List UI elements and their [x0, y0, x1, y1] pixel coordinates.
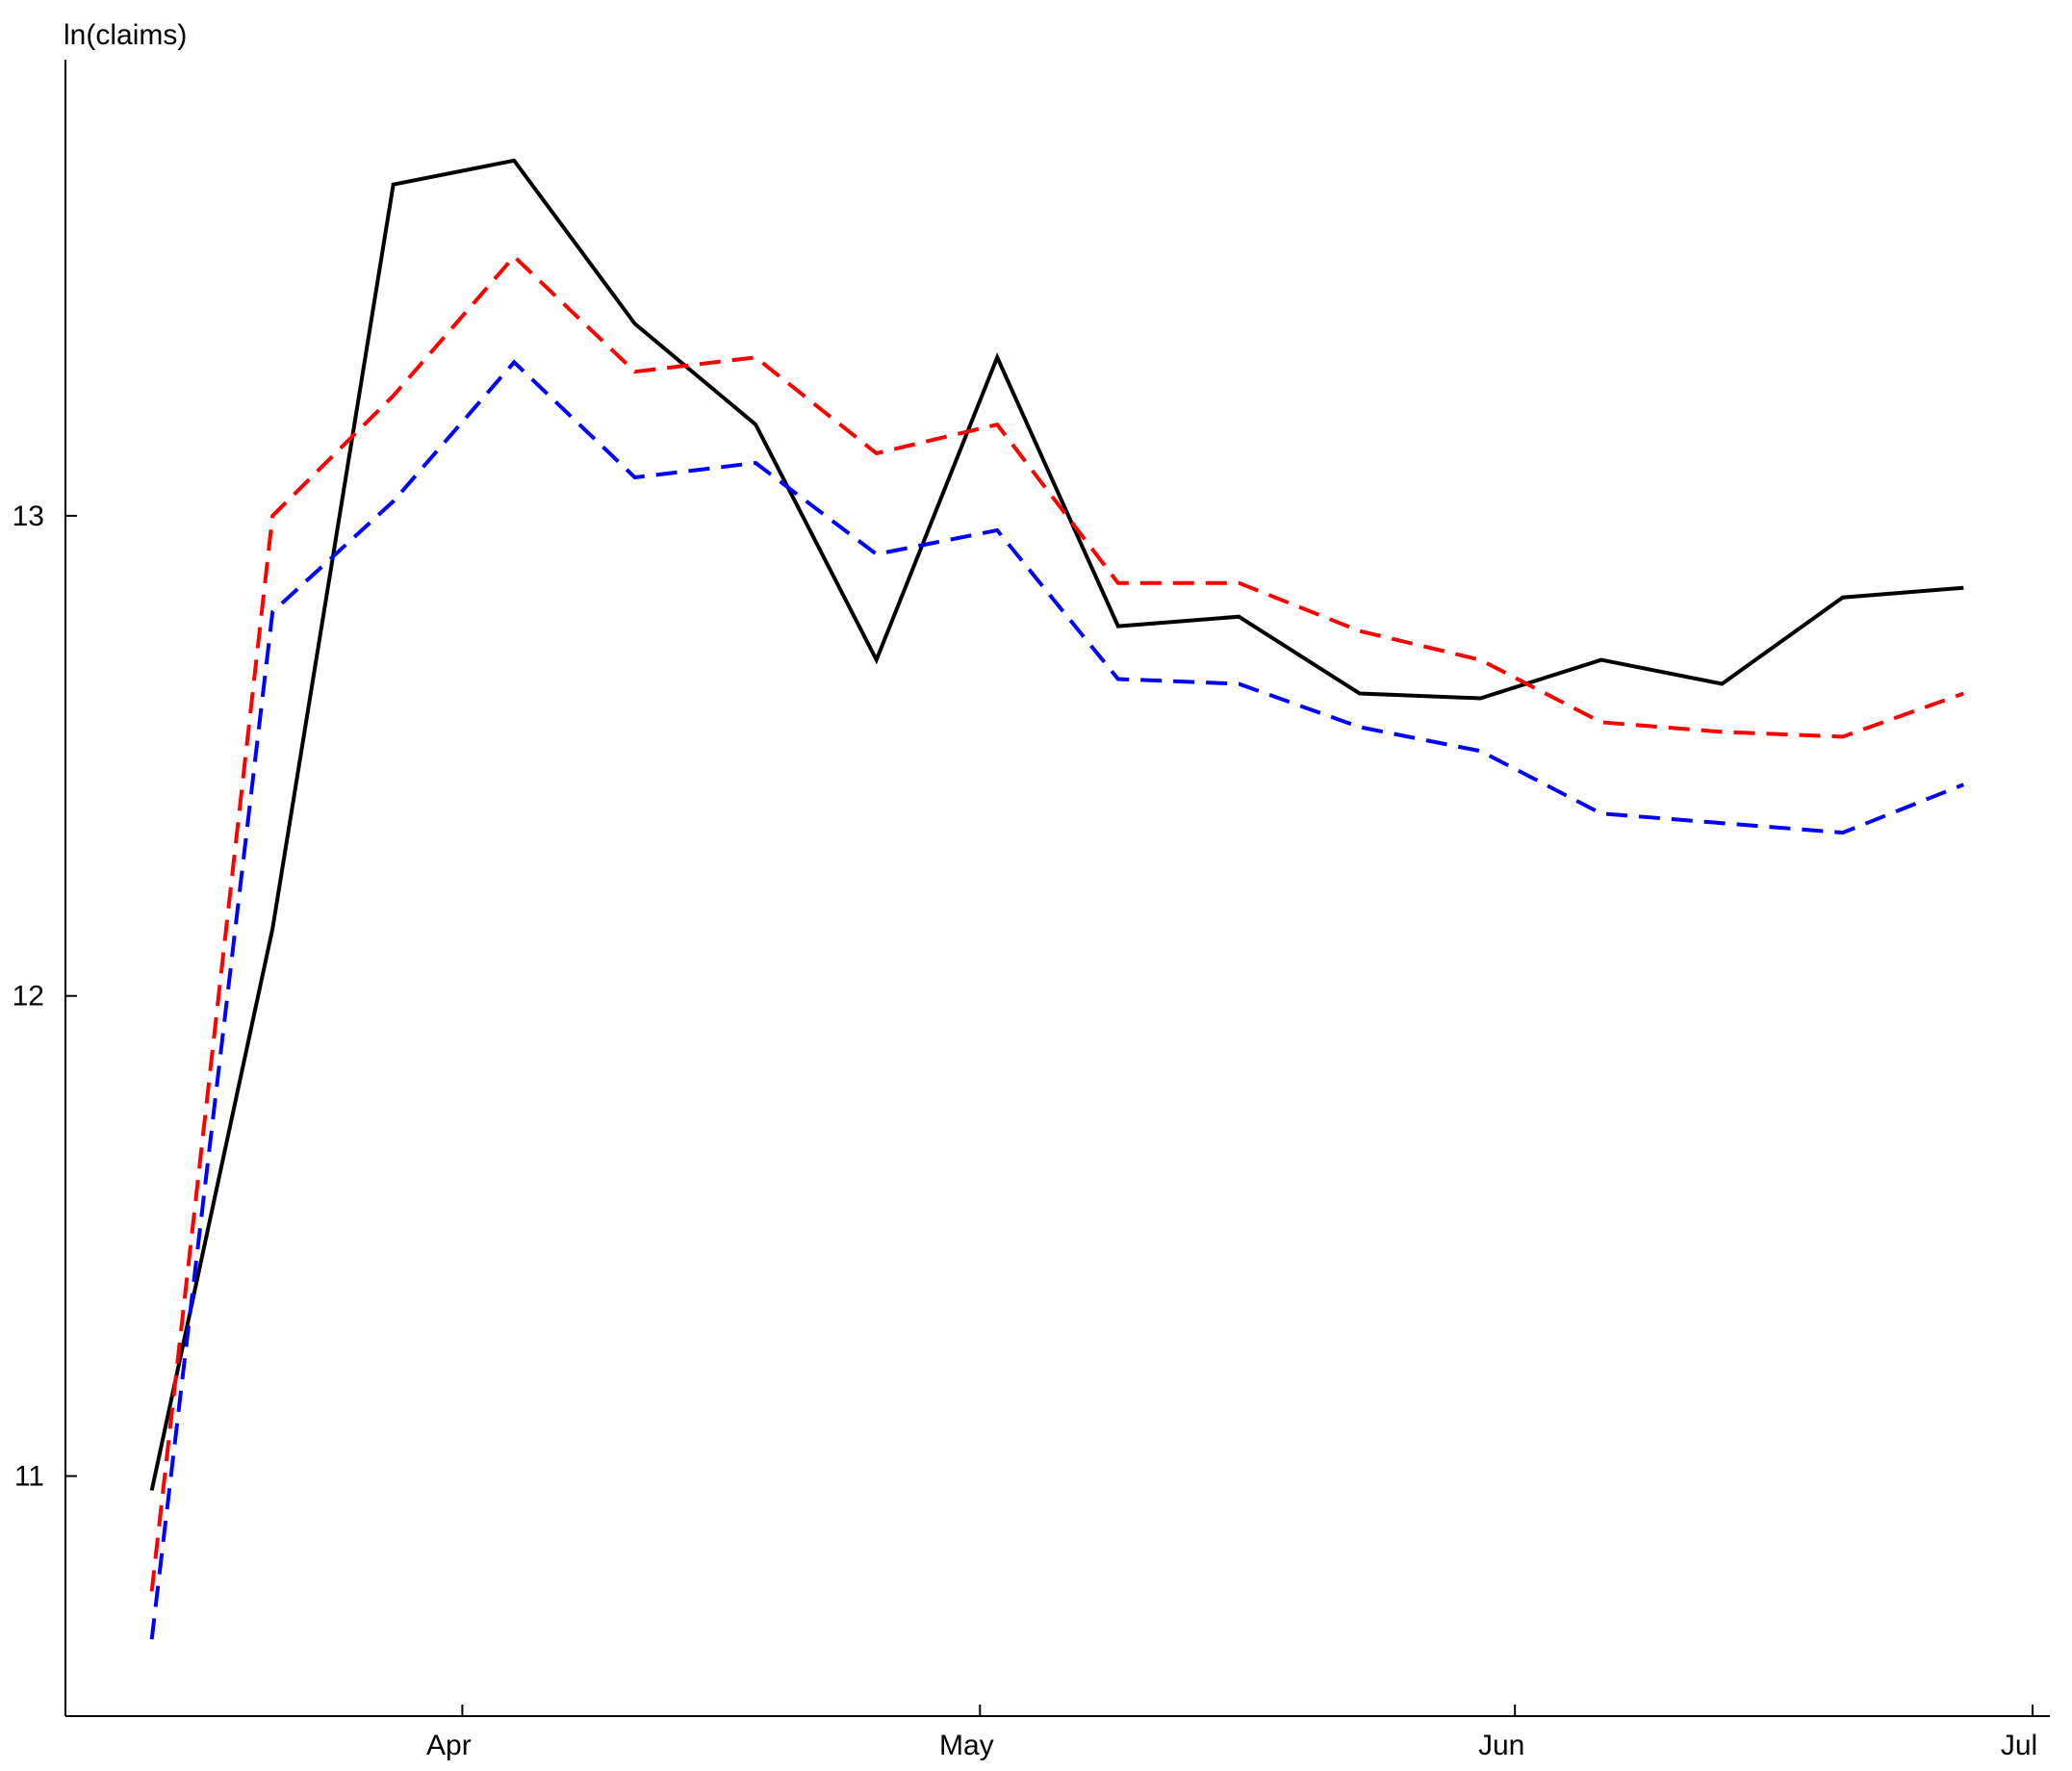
- x-tick-label: May: [939, 1730, 994, 1761]
- y-tick-label: 11: [14, 1461, 44, 1493]
- y-ticks: 11 12 13: [13, 500, 77, 1493]
- x-ticks: Apr May Jun Jul: [426, 1705, 2037, 1761]
- series-layer: [149, 158, 1965, 1640]
- y-tick-label: 13: [13, 500, 44, 532]
- series-line-2: [149, 253, 1964, 1592]
- series-line-3: [149, 359, 1965, 1640]
- x-tick-label: Apr: [426, 1730, 472, 1761]
- y-axis-label: ln(claims): [64, 19, 187, 51]
- x-tick-label: Jul: [2001, 1730, 2037, 1761]
- series-line-1: [149, 158, 1964, 1491]
- x-tick-label: Jun: [1478, 1730, 1524, 1761]
- y-tick-label: 12: [13, 981, 44, 1013]
